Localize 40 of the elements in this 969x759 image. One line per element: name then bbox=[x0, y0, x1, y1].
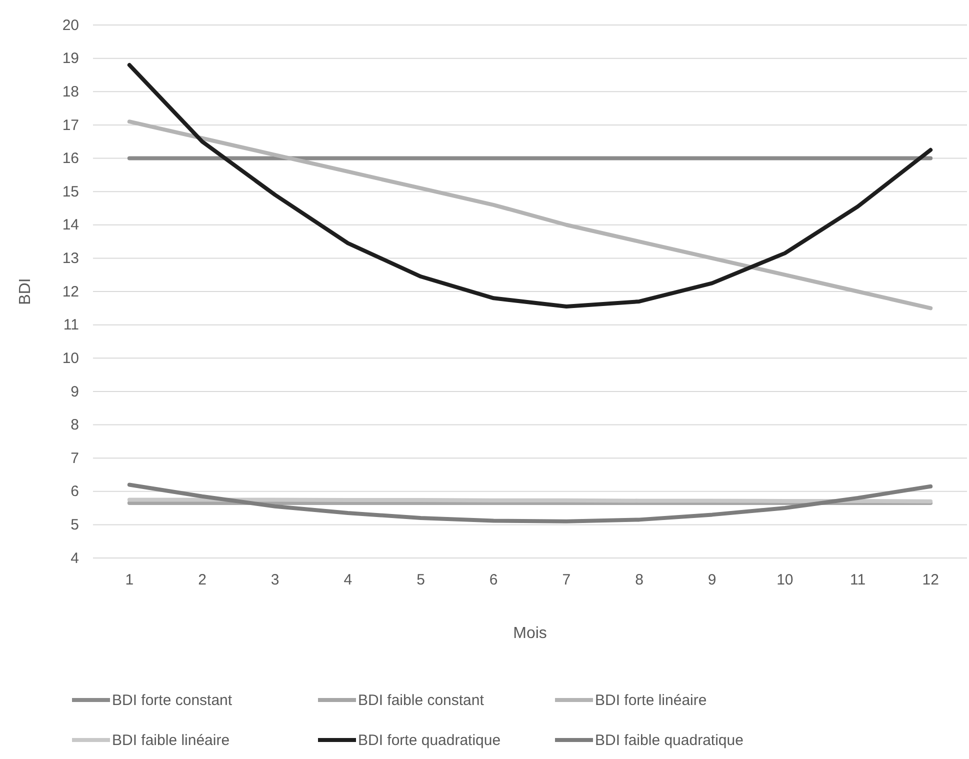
line-series bbox=[127, 62, 933, 308]
legend-label: BDI forte quadratique bbox=[358, 732, 501, 749]
x-tick-label: 7 bbox=[562, 572, 571, 589]
x-tick-label: 1 bbox=[125, 572, 134, 589]
x-tick-label: 12 bbox=[922, 572, 939, 589]
y-tick-label: 20 bbox=[62, 16, 79, 34]
y-tick-label: 7 bbox=[70, 450, 79, 467]
line-series bbox=[127, 120, 933, 310]
x-tick-label: 9 bbox=[708, 572, 716, 589]
x-tick-label: 3 bbox=[270, 572, 280, 589]
y-tick-label: 14 bbox=[62, 216, 79, 234]
x-tick-label: 5 bbox=[416, 572, 425, 589]
x-tick-label: 4 bbox=[344, 572, 352, 589]
y-tick-label: 10 bbox=[62, 350, 79, 367]
y-tick-label: 17 bbox=[62, 116, 79, 134]
legend-label: BDI faible constant bbox=[358, 692, 485, 709]
x-tick-label: 6 bbox=[489, 572, 498, 589]
y-axis-title: BDI bbox=[17, 278, 34, 305]
x-tick-label: 11 bbox=[850, 572, 866, 589]
y-tick-label: 18 bbox=[62, 83, 79, 100]
y-tick-label: 8 bbox=[70, 416, 79, 434]
y-tick-label: 13 bbox=[62, 250, 79, 267]
y-tick-label: 4 bbox=[70, 550, 79, 567]
y-tick-label: 12 bbox=[62, 283, 79, 300]
line-series bbox=[127, 482, 933, 524]
y-tick-label: 15 bbox=[62, 183, 79, 200]
y-tick-label: 9 bbox=[70, 383, 79, 400]
legend-label: BDI faible quadratique bbox=[595, 732, 744, 749]
legend-label: BDI faible linéaire bbox=[112, 732, 230, 749]
y-tick-label: 11 bbox=[63, 316, 79, 334]
legend-label: BDI forte linéaire bbox=[595, 692, 707, 709]
legend-label: BDI forte constant bbox=[112, 692, 233, 709]
x-tick-label: 8 bbox=[635, 572, 644, 589]
y-tick-label: 19 bbox=[62, 50, 79, 68]
y-tick-label: 5 bbox=[70, 516, 79, 534]
y-tick-label: 16 bbox=[62, 150, 79, 168]
x-axis-title: Mois bbox=[513, 625, 547, 642]
x-tick-label: 10 bbox=[776, 572, 794, 589]
x-tick-label: 2 bbox=[198, 572, 206, 589]
y-tick-label: 6 bbox=[70, 483, 79, 500]
